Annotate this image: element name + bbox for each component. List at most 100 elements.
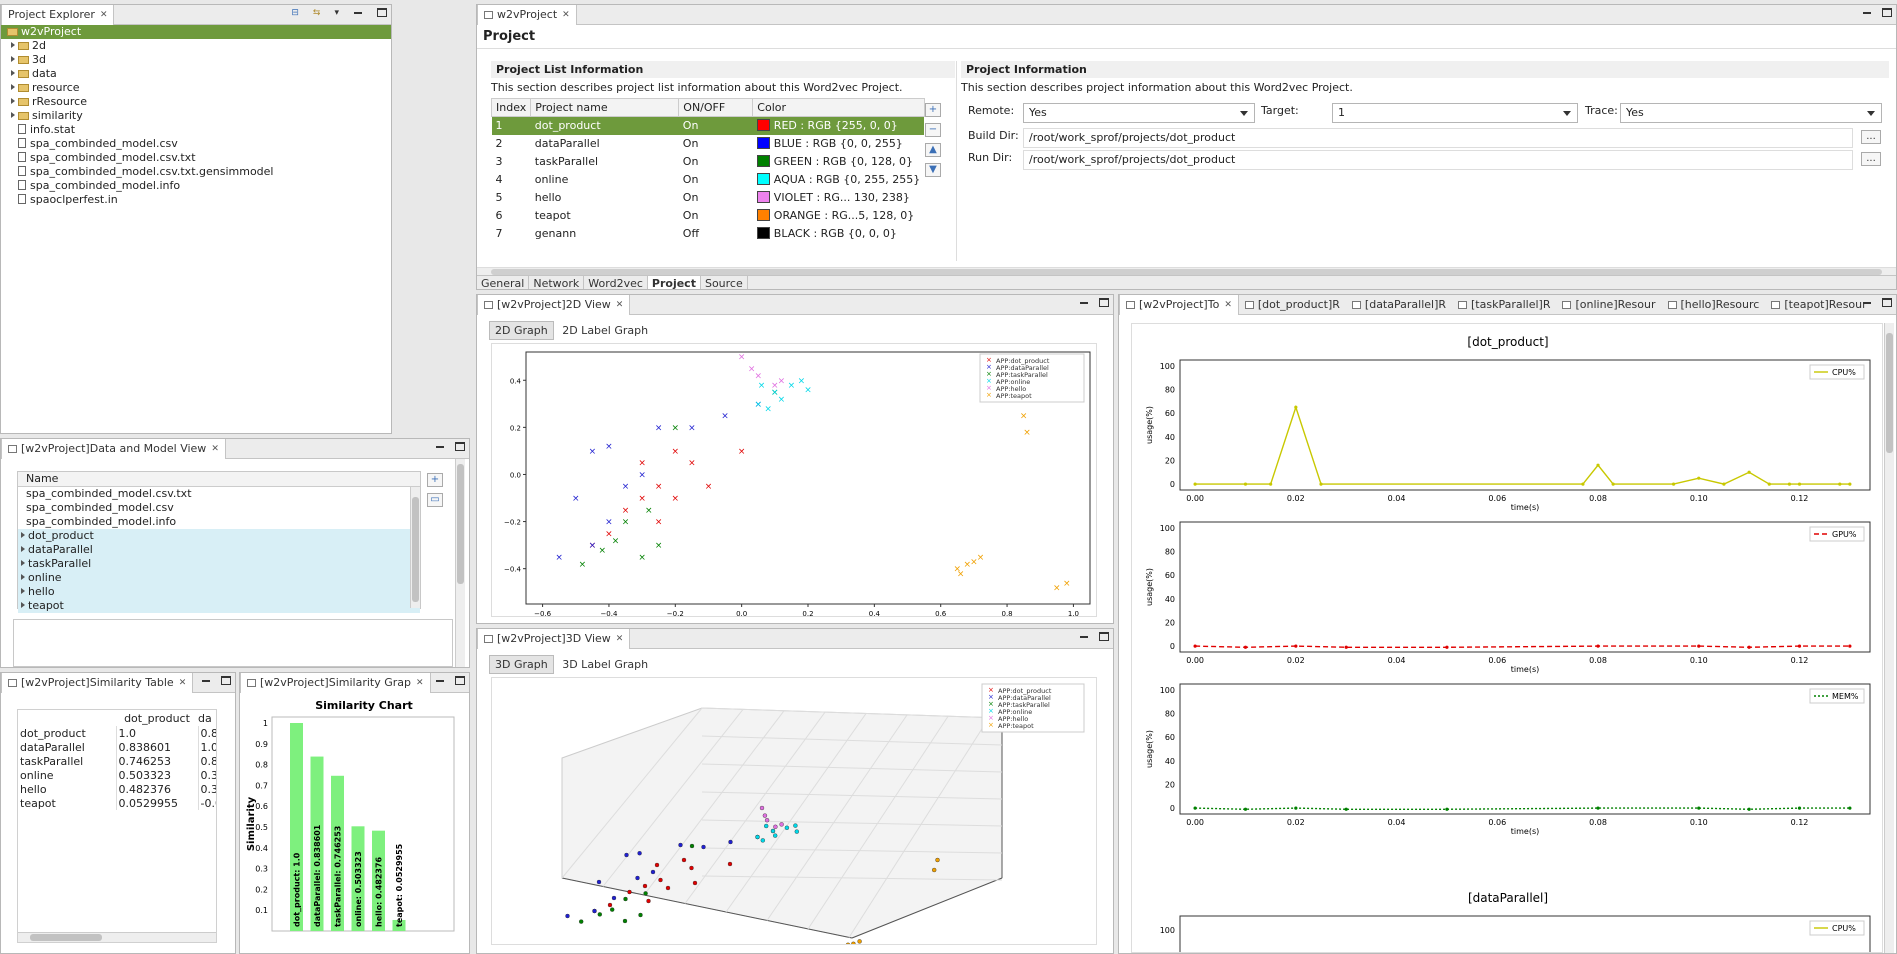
expand-icon[interactable]: [21, 602, 25, 608]
tab-data-model-view[interactable]: [w2vProject]Data and Model View ✕: [1, 439, 226, 459]
table-row[interactable]: 3 taskParallel On GREEN : RGB {0, 128, 0}: [495, 155, 913, 168]
target-combo[interactable]: 1: [1332, 103, 1578, 123]
column-header[interactable]: Project name: [530, 98, 680, 117]
expand-icon[interactable]: [21, 560, 25, 566]
expand-icon[interactable]: [21, 546, 25, 552]
tab-w2vproject-editor[interactable]: w2vProject ✕: [477, 5, 577, 25]
close-icon[interactable]: ✕: [99, 9, 108, 20]
expand-icon[interactable]: [11, 42, 15, 48]
tree-file[interactable]: spa_combinded_model.csv: [1, 137, 391, 151]
link-editor-icon[interactable]: ⇆: [312, 8, 321, 18]
list-item-group[interactable]: teapot: [18, 599, 420, 613]
tree-folder[interactable]: rResource: [1, 95, 391, 109]
collapse-all-icon[interactable]: ⊟: [291, 8, 299, 18]
vertical-scrollbar[interactable]: [1884, 323, 1894, 953]
tab-resource[interactable]: [taskParallel]R: [1452, 295, 1556, 315]
close-icon[interactable]: ✕: [615, 299, 624, 310]
table-row[interactable]: 4 online On AQUA : RGB {0, 255, 255}: [495, 173, 921, 186]
expand-icon[interactable]: [21, 574, 25, 580]
maximize-icon[interactable]: [455, 676, 465, 685]
minimize-icon[interactable]: [435, 442, 445, 451]
list-item[interactable]: spa_combinded_model.csv: [26, 501, 174, 514]
table-row[interactable]: 1 dot_product On RED : RGB {255, 0, 0}: [491, 116, 925, 135]
maximize-icon[interactable]: [1099, 632, 1109, 641]
tab-resource[interactable]: [online]Resour: [1556, 295, 1661, 315]
table-row[interactable]: 7 genann Off BLACK : RGB {0, 0, 0}: [495, 227, 897, 240]
minimize-icon[interactable]: [1862, 8, 1872, 17]
view-menu-icon[interactable]: ▾: [334, 8, 339, 18]
tab-2d-graph[interactable]: 2D Graph: [489, 321, 554, 340]
maximize-icon[interactable]: [1882, 8, 1892, 17]
minimize-icon[interactable]: [435, 676, 445, 685]
table-row[interactable]: dataParallel 0.838601 1.0: [18, 740, 217, 754]
tab-network[interactable]: Network: [529, 276, 585, 289]
close-icon[interactable]: ✕: [416, 677, 424, 688]
horizontal-scrollbar[interactable]: [477, 267, 1896, 275]
maximize-icon[interactable]: [377, 8, 387, 17]
remote-combo[interactable]: Yes: [1023, 103, 1255, 123]
add-project-button[interactable]: +: [925, 103, 941, 117]
move-up-button[interactable]: ▲: [925, 143, 941, 157]
minimize-icon[interactable]: [201, 676, 211, 685]
tab-3d-view[interactable]: [w2vProject]3D View ✕: [477, 629, 631, 649]
table-row[interactable]: 6 teapot On ORANGE : RG...5, 128, 0}: [495, 209, 915, 222]
list-item-group[interactable]: taskParallel: [18, 557, 420, 571]
maximize-icon[interactable]: [455, 442, 465, 451]
tree-folder[interactable]: 2d: [1, 39, 391, 53]
list-item-group[interactable]: hello: [18, 585, 420, 599]
minimize-icon[interactable]: [1079, 298, 1089, 307]
expand-icon[interactable]: [11, 112, 15, 118]
maximize-icon[interactable]: [221, 676, 231, 685]
maximize-icon[interactable]: [1099, 298, 1109, 307]
run-dir-browse-button[interactable]: ...: [1861, 152, 1881, 166]
tree-file[interactable]: spa_combinded_model.csv.txt.gensimmodel: [1, 165, 391, 179]
tab-resource[interactable]: [dataParallel]R: [1346, 295, 1452, 315]
expand-icon[interactable]: [11, 98, 15, 104]
tree-file[interactable]: info.stat: [1, 123, 391, 137]
tab-resource[interactable]: [hello]Resourc: [1662, 295, 1766, 315]
tab-general[interactable]: General: [477, 276, 530, 289]
tab-3d-graph[interactable]: 3D Graph: [489, 655, 554, 674]
tree-folder[interactable]: similarity: [1, 109, 391, 123]
expand-icon[interactable]: [11, 56, 15, 62]
build-dir-browse-button[interactable]: ...: [1861, 130, 1881, 144]
list-item[interactable]: spa_combinded_model.csv.txt: [26, 487, 192, 500]
tree-folder[interactable]: 3d: [1, 53, 391, 67]
expand-icon[interactable]: [11, 70, 15, 76]
tab-similarity-graph[interactable]: [w2vProject]Similarity Grap ✕: [240, 673, 431, 693]
column-header[interactable]: Color: [752, 98, 925, 117]
remove-project-button[interactable]: −: [925, 123, 941, 137]
trace-combo[interactable]: Yes: [1620, 103, 1882, 123]
column-header[interactable]: ON/OFF: [678, 98, 754, 117]
remove-model-button[interactable]: ▭: [427, 493, 443, 507]
table-row[interactable]: 2 dataParallel On BLUE : RGB {0, 0, 255}: [495, 137, 903, 150]
list-item-group[interactable]: online: [18, 571, 420, 585]
tab-resource[interactable]: [dot_product]R: [1239, 295, 1346, 315]
tab-project-explorer[interactable]: Project Explorer ✕: [1, 5, 115, 25]
maximize-icon[interactable]: [1882, 298, 1892, 307]
model-detail-area[interactable]: [13, 619, 453, 667]
table-row[interactable]: 5 hello On VIOLET : RG... 130, 238}: [495, 191, 910, 204]
tab-project[interactable]: Project: [647, 276, 701, 289]
tab-similarity-table[interactable]: [w2vProject]Similarity Table ✕: [1, 673, 194, 693]
tree-file[interactable]: spa_combinded_model.info: [1, 179, 391, 193]
horizontal-scrollbar[interactable]: [18, 932, 216, 942]
list-item-group[interactable]: dataParallel: [18, 543, 420, 557]
tree-folder[interactable]: data: [1, 67, 391, 81]
minimize-icon[interactable]: [353, 8, 363, 17]
expand-icon[interactable]: [11, 84, 15, 90]
tab-3d-label-graph[interactable]: 3D Label Graph: [562, 658, 649, 671]
expand-icon[interactable]: [21, 588, 25, 594]
tab-2d-view[interactable]: [w2vProject]2D View ✕: [477, 295, 631, 315]
list-item-group[interactable]: dot_product: [18, 529, 420, 543]
list-item[interactable]: spa_combinded_model.info: [26, 515, 177, 528]
minimize-icon[interactable]: [1079, 632, 1089, 641]
tree-root[interactable]: w2vProject: [1, 25, 391, 39]
close-icon[interactable]: ✕: [211, 443, 219, 454]
tab-2d-label-graph[interactable]: 2D Label Graph: [562, 324, 649, 337]
column-header[interactable]: dot_product: [124, 711, 190, 725]
close-icon[interactable]: ✕: [615, 633, 624, 644]
